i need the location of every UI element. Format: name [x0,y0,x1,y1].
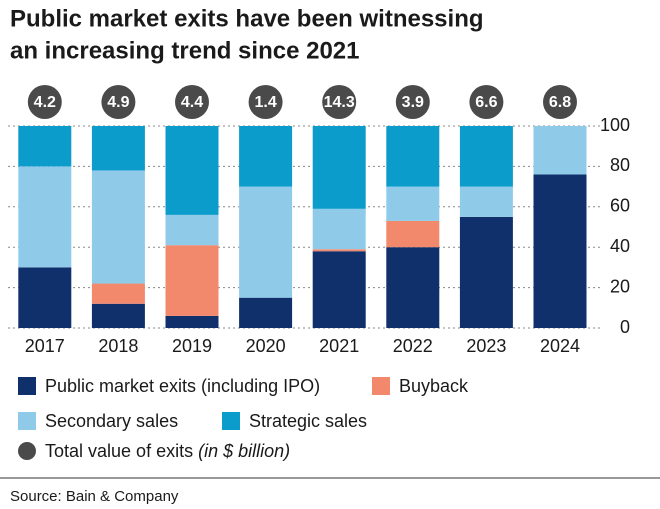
y-tick-label: 40 [610,236,630,256]
bar-segment [239,186,293,298]
y-tick-label: 100 [600,115,630,135]
x-tick-label: 2024 [540,336,580,356]
total-label: 6.6 [475,94,497,111]
bar-segment [312,249,366,252]
legend-swatch [18,442,36,460]
bar-segment [165,126,219,215]
y-tick-label: 20 [610,276,630,296]
total-label: 6.8 [549,94,571,111]
chart-title: Public market exits have been witnessing [10,5,484,32]
total-marker [101,85,136,119]
total-label: 1.4 [254,94,276,111]
source: Source: Bain & Company [10,488,179,505]
bar-segment [459,126,513,187]
x-tick-label: 2023 [466,336,506,356]
bar-segment [312,208,366,250]
bar-segment [386,126,440,187]
total-marker [322,85,357,119]
legend-label: (in $ billion) [198,441,290,461]
y-tick-label: 60 [610,196,630,216]
total-label: 14.3 [324,94,355,111]
total-marker [27,85,62,119]
x-tick-label: 2019 [172,336,212,356]
x-tick-label: 2020 [246,336,286,356]
total-marker [543,85,577,119]
bar-segment [91,303,145,328]
bar-segment [312,126,366,209]
bar-segment [239,297,293,328]
total-marker [469,85,504,119]
total-label: 4.2 [34,94,56,111]
bar-segment [18,267,72,328]
legend-swatch [18,412,36,430]
y-tick-label: 0 [620,317,630,337]
bar-segment [459,186,513,217]
total-label: 4.9 [107,94,129,111]
total-label: 4.4 [181,94,203,111]
bar-segment [533,126,587,175]
bar-segment [312,251,366,328]
bar-segment [386,220,440,248]
x-tick-label: 2018 [98,336,138,356]
bar-segment [459,216,513,328]
total-label: 3.9 [402,94,424,111]
legend-swatch [18,377,36,395]
bar-segment [165,315,219,328]
legend-swatch [222,412,240,430]
legend-label: Public market exits (including IPO) [45,376,320,396]
bar-segment [91,126,145,171]
total-marker [248,85,283,119]
bar-segment [386,247,440,328]
total-marker [175,85,209,119]
bar-segment [18,126,72,167]
bar-segment [18,166,72,268]
y-tick-label: 80 [610,155,630,175]
chart-title: an increasing trend since 2021 [10,37,360,64]
bar-segment [386,186,440,221]
bar-segment [91,283,145,304]
total-marker [395,85,430,119]
legend-label: Total value of exits [45,441,193,461]
bar-segment [91,170,145,284]
x-tick-label: 2021 [319,336,359,356]
legend-label: Total value of exits (in $ billion) [45,441,290,461]
legend-label: Buyback [399,376,469,396]
bar-segment [533,174,587,328]
bar-segment [165,214,219,246]
x-tick-label: 2017 [25,336,65,356]
bar-segment [165,245,219,316]
bar-segment [239,126,293,187]
legend-label: Strategic sales [249,411,367,431]
x-tick-label: 2022 [393,336,433,356]
legend-label: Secondary sales [45,411,178,431]
legend-swatch [372,377,390,395]
